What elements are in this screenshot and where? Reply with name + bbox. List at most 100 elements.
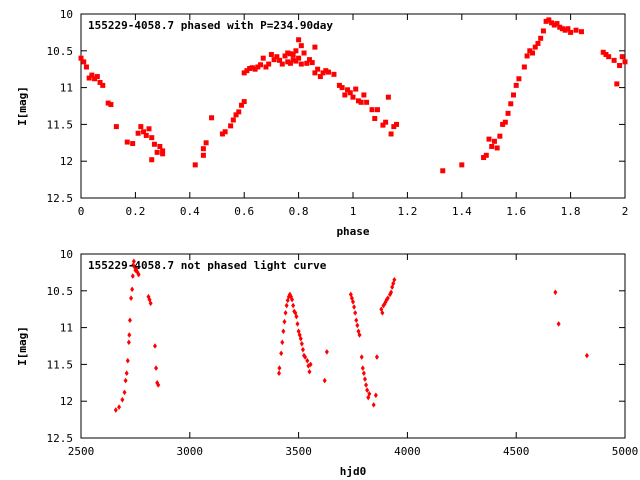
data-point [389,289,394,296]
data-point [508,101,514,107]
data-point [300,346,305,353]
data-point [151,141,157,147]
data-point [123,377,128,384]
data-point [290,296,295,303]
data-point [540,28,546,34]
data-point [532,44,538,50]
data-point [392,276,397,283]
data-point [200,152,206,158]
data-point [312,44,318,50]
data-point [339,85,345,91]
data-point [304,60,310,66]
data-point [391,124,397,130]
data-point [122,389,127,396]
data-point [394,121,400,127]
data-point [440,168,446,174]
data-point [535,40,541,46]
data-point [222,129,228,135]
x-tick-label: 1.8 [561,205,581,218]
data-point [354,317,359,324]
data-point [494,145,500,151]
data-point [143,132,149,138]
data-point [160,148,166,154]
data-point [573,27,579,33]
y-axis-label: I[mag] [16,326,29,366]
data-point [551,22,557,28]
data-point [530,50,536,56]
data-point [556,321,561,327]
data-point [192,162,198,168]
y-tick-label: 11.5 [47,118,74,131]
data-point [260,55,266,61]
data-point [303,354,308,360]
data-point [553,289,558,296]
data-point [156,382,161,388]
data-point [297,332,302,338]
data-point [129,295,134,301]
data-point [362,376,367,382]
y-tick-label: 11 [60,322,73,335]
data-point [290,51,296,57]
data-point [238,102,244,108]
data-point [388,131,394,137]
data-point [622,59,628,65]
data-point [271,57,277,63]
data-point [149,157,155,163]
x-tick-label: 0.4 [180,205,200,218]
data-point [351,299,355,305]
x-tick-label: 0 [78,205,85,218]
data-point [312,70,318,76]
data-point [127,317,132,324]
y-tick-label: 12.5 [47,432,74,445]
data-point [92,76,98,82]
data-point [387,291,392,298]
data-point [298,61,304,67]
data-point [317,74,323,80]
data-point [554,21,560,27]
data-point [108,102,114,108]
data-point [274,54,280,60]
data-point [268,51,274,57]
data-point [481,155,487,161]
data-point [149,135,155,141]
data-point [606,54,612,60]
y-tick-label: 10 [60,248,73,261]
data-point [320,70,326,76]
data-point [293,48,299,54]
data-point [126,339,131,346]
data-point [200,146,206,152]
data-point [324,349,329,355]
data-point [258,62,264,68]
data-point [152,343,157,349]
y-tick-label: 12 [60,155,73,168]
data-point [298,43,304,49]
x-tick-label: 0.2 [125,205,145,218]
data-point [292,308,297,315]
y-axis-ticks: 10 10.5 11 11.5 12 12.5 [47,8,625,205]
data-point [307,368,312,375]
data-point [203,140,209,146]
data-point [296,55,302,61]
data-point [355,322,360,329]
x-tick-label: 1.2 [397,205,417,218]
data-point [380,310,385,316]
y-tick-label: 11 [60,82,73,95]
data-point [132,264,137,271]
data-point [543,18,549,24]
y-tick-label: 10.5 [47,285,74,298]
data-point [367,391,372,397]
x-tick-label: 4500 [503,445,530,458]
data-point [135,269,140,276]
data-point [611,57,617,63]
data-point [277,365,282,371]
x-axis-label: hjd0 [340,465,367,478]
data-point [130,286,135,293]
x-tick-label: 3000 [177,445,204,458]
data-point [236,109,242,115]
data-point [603,51,609,57]
y-tick-label: 12.5 [47,192,74,205]
data-point [83,64,89,70]
data-point [306,57,312,63]
data-point [249,65,255,71]
